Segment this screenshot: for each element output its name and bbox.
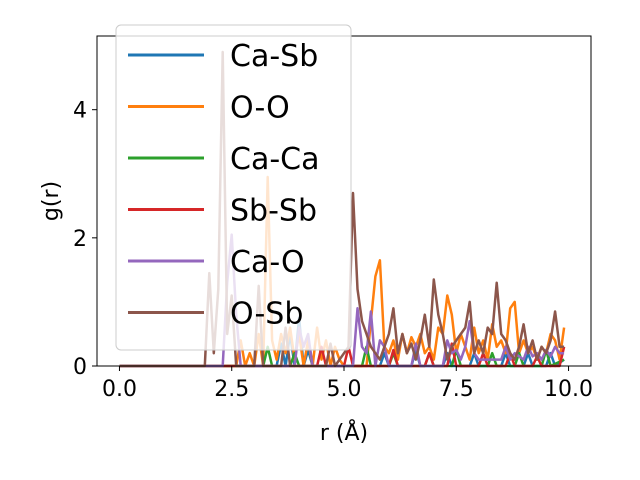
x-tick-label: 5.0 — [327, 377, 362, 402]
x-tick-label: 0.0 — [102, 377, 137, 402]
x-tick-label: 2.5 — [214, 377, 249, 402]
legend: Ca-Sb O-O Ca-Ca Sb-Sb Ca-O O-Sb — [115, 24, 352, 351]
legend-label-o-o: O-O — [230, 91, 290, 126]
y-tick-label: 0 — [73, 355, 87, 380]
x-axis-ticks: 0.0 2.5 5.0 7.5 10.0 — [102, 366, 593, 402]
legend-label-ca-sb: Ca-Sb — [230, 39, 318, 74]
y-axis-ticks: 0 2 4 — [73, 99, 97, 380]
legend-label-o-sb: O-Sb — [230, 297, 303, 332]
y-tick-label: 4 — [73, 99, 87, 124]
legend-label-ca-o: Ca-O — [230, 245, 305, 280]
y-axis-label: g(r) — [39, 181, 64, 221]
legend-label-sb-sb: Sb-Sb — [230, 194, 317, 229]
x-tick-label: 10.0 — [544, 377, 593, 402]
x-axis-label: r (Å) — [320, 419, 368, 446]
legend-label-ca-ca: Ca-Ca — [230, 142, 320, 177]
x-tick-label: 7.5 — [439, 377, 474, 402]
y-tick-label: 2 — [73, 227, 87, 252]
